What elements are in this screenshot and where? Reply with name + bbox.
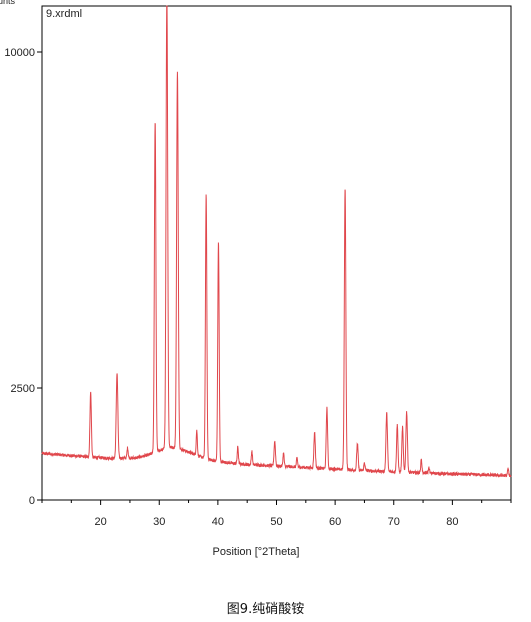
file-label: 9.xrdml xyxy=(46,8,82,20)
plot-frame xyxy=(41,5,512,501)
plot-border xyxy=(41,5,512,501)
x-tick-label: 50 xyxy=(270,516,282,528)
x-axis: 20 30 40 50 60 70 80 xyxy=(41,500,512,528)
x-tick-label: 60 xyxy=(329,516,341,528)
x-tick-label: 20 xyxy=(95,516,107,528)
x-tick-label: 80 xyxy=(446,516,458,528)
y-axis: 0 2500 10000 xyxy=(4,47,42,507)
y-tick-label: 0 xyxy=(29,495,35,507)
x-tick-label: 40 xyxy=(212,516,224,528)
x-tick-label: 30 xyxy=(153,516,165,528)
y-tick-label: 2500 xyxy=(11,383,35,395)
y-axis-label: unts xyxy=(0,0,16,6)
figure-caption: 图9.纯硝酸铵 xyxy=(226,602,305,617)
series-line xyxy=(41,5,512,478)
x-tick-label: 70 xyxy=(388,516,400,528)
x-axis-title: Position [°2Theta] xyxy=(213,546,300,558)
y-tick-label: 10000 xyxy=(4,47,35,59)
